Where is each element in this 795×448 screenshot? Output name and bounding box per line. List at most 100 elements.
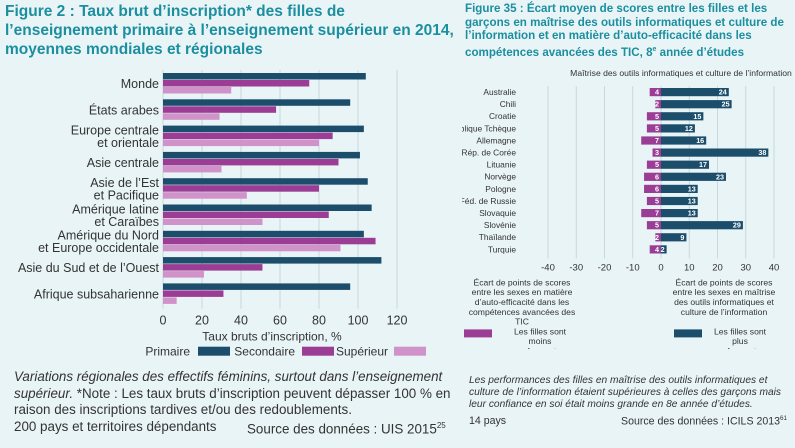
bar-supérieur — [163, 87, 232, 94]
country-label: Slovénie — [484, 220, 516, 230]
x-tick-label: 10 — [684, 262, 695, 273]
axis-label-line: d’auto-efficacité dans les — [475, 297, 569, 307]
category-label: États arabes — [89, 102, 159, 117]
category-label: Monde — [121, 77, 159, 91]
data-label-right: 24 — [719, 88, 727, 97]
category-label: Asie du Sud et de l’Ouest — [18, 261, 160, 275]
x-tick-label: 20 — [712, 262, 723, 273]
bar-girls-less — [655, 233, 661, 242]
country-label: Lituanie — [487, 160, 517, 170]
bar-girls-less — [649, 245, 661, 254]
country-label: Pologne — [485, 184, 516, 194]
axis-label-line: performantes — [715, 346, 766, 349]
bar-supérieur — [163, 271, 204, 278]
country-label: République Tchèque — [462, 123, 516, 133]
bar-primaire — [163, 73, 366, 80]
bar-supérieur — [163, 297, 177, 304]
figure35-title-sup: e — [652, 45, 657, 53]
axis-label-line: Écart de points de scores — [474, 277, 571, 287]
figure2-caption: Variations régionales des effectifs fémi… — [14, 369, 454, 435]
bar-supérieur — [163, 139, 319, 147]
country-label: Slovaquie — [479, 208, 516, 218]
data-label-left: 7 — [655, 136, 659, 145]
bar-primaire — [163, 151, 360, 159]
enrollment-bar-chart: 0 20 40 60 80 100 120 Monde États arabes Europe c… — [18, 70, 426, 359]
bar-girls-more — [661, 221, 743, 230]
axis-label-line: TIC — [515, 317, 529, 327]
category-label: et Europe occidentale — [38, 241, 159, 255]
category-label: Europe centrale — [71, 123, 159, 137]
chart-title: Maîtrise des outils informatiques et cul… — [570, 68, 792, 78]
x-tick-label: 30 — [740, 262, 751, 273]
bar-supérieur — [163, 218, 263, 225]
data-label-left: 2 — [655, 233, 659, 242]
bar-girls-more — [661, 160, 710, 169]
axis-label-line: entre les sexes en maîtrise — [673, 287, 776, 297]
data-label-left: 7 — [655, 209, 659, 218]
category-label: Asie centrale — [87, 156, 159, 170]
data-label-right: 23 — [716, 172, 724, 181]
country-label: Rép. de Corée — [462, 148, 516, 158]
x-tick-label: -20 — [598, 262, 612, 273]
country-label: Turquie — [488, 244, 516, 254]
figure2-source-text: Source des données : UIS 2015 — [247, 421, 437, 437]
x-tick-label: 0 — [160, 314, 167, 328]
bar-secondaire — [163, 185, 319, 192]
legend-swatch — [464, 329, 492, 338]
legend-swatch — [674, 329, 702, 338]
category-label: Amérique du Nord — [58, 229, 159, 243]
axis-label-line: entre les sexes en matière — [472, 287, 573, 297]
legend-swatch — [302, 346, 334, 356]
country-label: Norvège — [484, 172, 516, 182]
bar-primaire — [163, 257, 382, 264]
bar-girls-more — [661, 112, 704, 121]
bar-girls-less — [641, 209, 661, 218]
bar-girls-less — [646, 112, 661, 121]
country-label: Chili — [500, 99, 516, 109]
data-label-left: 4 — [655, 88, 659, 97]
axis-label-line: Les filles sont — [714, 326, 767, 336]
x-tick-label: 100 — [348, 314, 369, 328]
figure2-title: Figure 2 : Taux brut d’inscription* des … — [5, 3, 454, 58]
x-tick-label: 80 — [312, 314, 326, 328]
bar-primaire — [163, 125, 364, 133]
bar-girls-more — [661, 100, 732, 109]
bar-primaire — [163, 178, 368, 185]
figure35-source-ref: 61 — [780, 415, 788, 422]
data-label-right: 13 — [688, 184, 696, 193]
axis-label-line: culture de l’information — [681, 307, 768, 317]
data-label-right: 13 — [688, 209, 696, 218]
bar-primaire — [163, 204, 372, 211]
x-tick-label: -40 — [541, 262, 555, 273]
bar-supérieur — [163, 165, 222, 173]
axis-label-line: compétences avancées des — [469, 307, 576, 317]
bar-secondaire — [163, 237, 376, 245]
bar-girls-more — [661, 136, 707, 145]
data-label-right: 29 — [733, 221, 741, 230]
axis-label-line: performantes — [515, 346, 566, 349]
bar-secondaire — [163, 132, 333, 140]
bar-girls-less — [644, 184, 661, 193]
bar-supérieur — [163, 113, 220, 120]
country-label: Féd. de Russie — [462, 196, 516, 206]
bar-girls-less — [646, 160, 661, 169]
data-label-left: 5 — [655, 160, 659, 169]
x-tick-label: 120 — [387, 314, 408, 328]
bar-girls-more — [661, 124, 695, 133]
country-label: Allemagne — [476, 135, 516, 145]
legend-label: Secondaire — [234, 345, 295, 359]
country-label: Croatie — [489, 111, 516, 121]
left-axis-label: Écart de points de scores entre les sexes… — [469, 277, 576, 326]
figure2-caption-italic: Variations régionales des effectifs fémi… — [14, 369, 443, 401]
data-label-right: 13 — [688, 197, 696, 206]
figure2-source: Source des données : UIS 201525 — [247, 421, 446, 436]
data-label-right: 15 — [693, 112, 701, 121]
legend-label: Les filles sontmoinsperformantes — [514, 326, 567, 349]
data-label-left: 4 — [655, 245, 659, 254]
bar-secondaire — [163, 80, 310, 87]
bar-secondaire — [163, 264, 263, 271]
data-label-left: 6 — [655, 184, 659, 193]
bar-girls-more — [661, 148, 769, 157]
x-tick-label: 60 — [273, 314, 287, 328]
bar-girls-more — [661, 184, 698, 193]
